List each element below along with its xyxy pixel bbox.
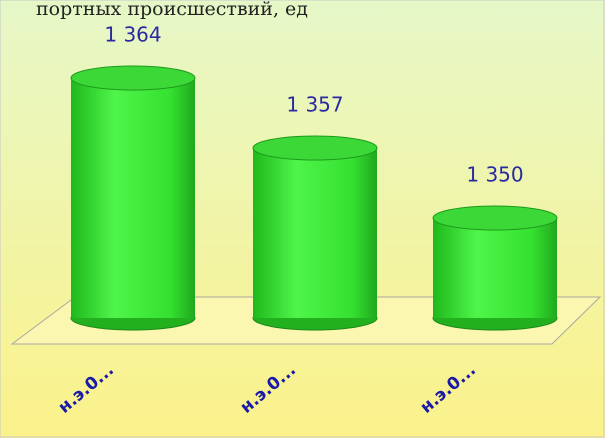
bar	[433, 218, 557, 318]
bar-top	[70, 65, 196, 91]
bar	[253, 148, 377, 318]
chart-title: портных происшествий, ед	[36, 0, 308, 20]
data-label: 1 364	[104, 23, 161, 47]
data-label: 1 357	[286, 93, 343, 117]
data-label: 1 350	[466, 163, 523, 187]
bar	[71, 78, 195, 318]
bar-top	[432, 205, 558, 231]
bar-top	[252, 135, 378, 161]
